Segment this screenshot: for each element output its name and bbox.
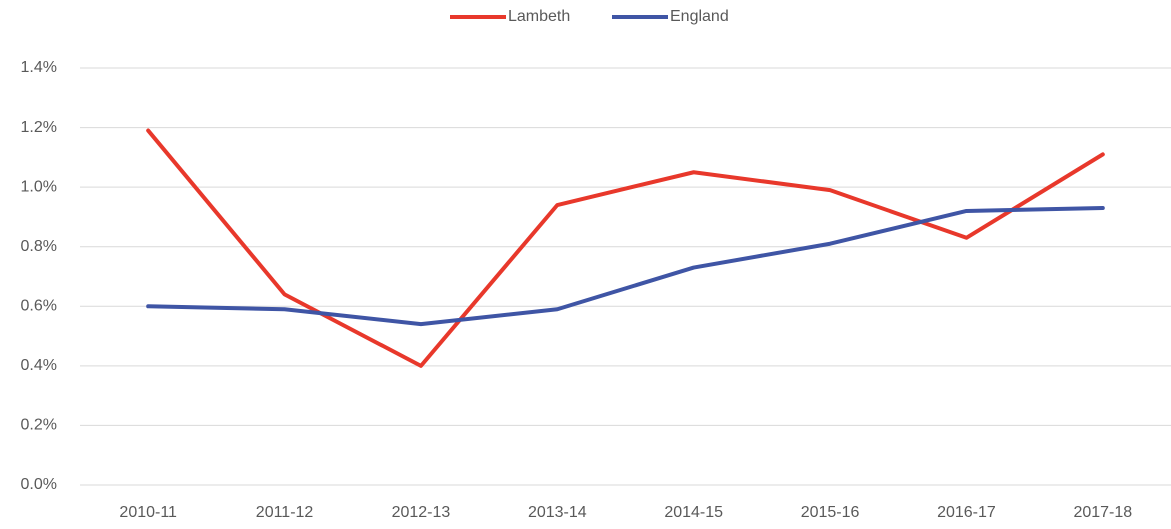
y-tick-label: 0.2% xyxy=(21,417,57,434)
line-series xyxy=(146,128,1105,368)
legend-label: England xyxy=(670,8,729,25)
y-tick-label: 1.0% xyxy=(21,178,57,195)
y-tick-label: 1.2% xyxy=(21,119,57,136)
x-tick-label: 2016-17 xyxy=(937,504,996,521)
y-tick-label: 0.4% xyxy=(21,357,57,374)
y-tick-label: 0.6% xyxy=(21,298,57,315)
x-tick-label: 2013-14 xyxy=(528,504,587,521)
y-tick-label: 0.0% xyxy=(21,476,57,493)
x-tick-label: 2012-13 xyxy=(392,504,451,521)
x-tick-label: 2014-15 xyxy=(664,504,723,521)
x-tick-label: 2015-16 xyxy=(801,504,860,521)
x-tick-label: 2010-11 xyxy=(119,504,177,521)
x-tick-label: 2011-12 xyxy=(256,504,314,521)
y-tick-label: 0.8% xyxy=(21,238,57,255)
legend-label: Lambeth xyxy=(508,8,570,25)
x-tick-label: 2017-18 xyxy=(1073,504,1132,521)
y-tick-label: 1.4% xyxy=(21,59,57,76)
line-series xyxy=(146,205,1105,327)
